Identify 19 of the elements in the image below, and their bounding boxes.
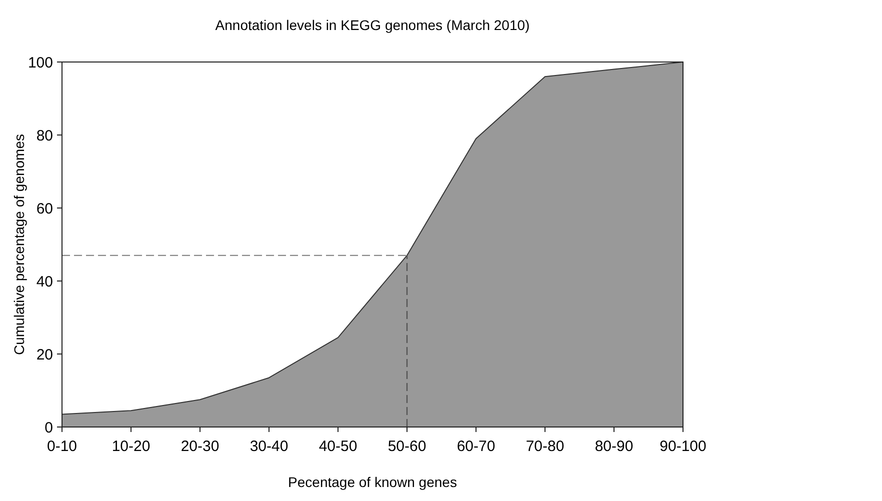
x-axis-title: Pecentage of known genes bbox=[288, 474, 457, 490]
x-tick-label: 10-20 bbox=[112, 438, 150, 455]
y-axis-title: Cumulative percentage of genomes bbox=[11, 134, 27, 356]
x-tick-label: 20-30 bbox=[180, 438, 220, 455]
chart-title: Annotation levels in KEGG genomes (March 2010) bbox=[215, 17, 530, 33]
y-tick-label: 60 bbox=[36, 200, 53, 218]
y-tick-label: 0 bbox=[44, 419, 53, 436]
x-tick-label: 0-10 bbox=[46, 438, 78, 455]
x-tick-label: 40-50 bbox=[318, 438, 358, 455]
x-tick-label: 50-60 bbox=[388, 438, 426, 455]
x-tick-label: 30-40 bbox=[250, 438, 288, 455]
x-tick-label: 90-100 bbox=[660, 438, 706, 455]
y-tick-label: 20 bbox=[36, 346, 53, 364]
x-tick-label: 80-90 bbox=[594, 438, 634, 455]
x-tick-label: 70-80 bbox=[526, 438, 564, 455]
y-tick-label: 80 bbox=[36, 127, 53, 144]
x-tick-label: 60-70 bbox=[456, 438, 496, 455]
y-tick-label: 40 bbox=[36, 273, 53, 290]
y-tick-label: 100 bbox=[28, 54, 53, 72]
